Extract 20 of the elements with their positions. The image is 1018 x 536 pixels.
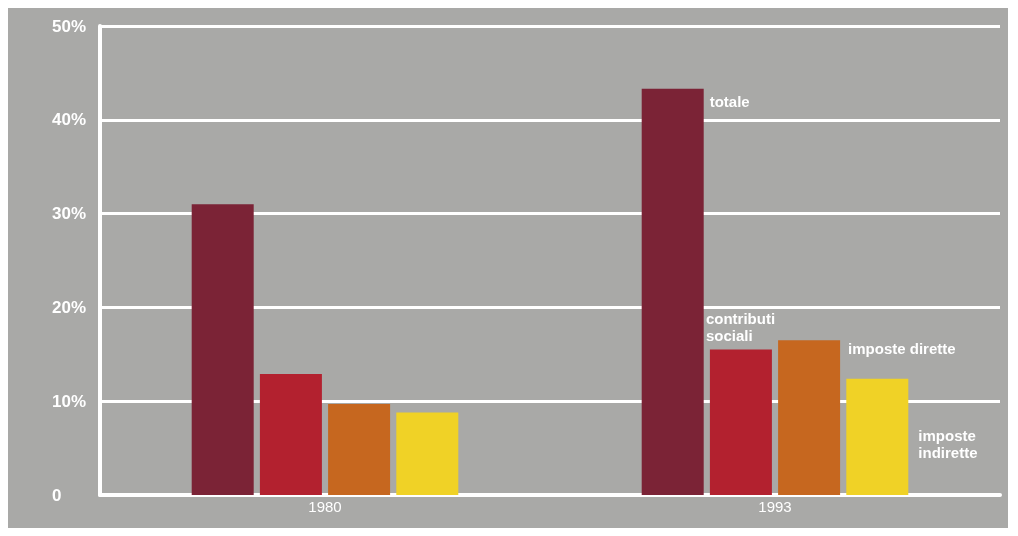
bar	[259, 374, 322, 495]
y-tick-label: 40%	[52, 110, 87, 130]
y-tick-label: 50%	[52, 16, 87, 36]
bar	[709, 349, 772, 495]
series-label: contributi sociali	[705, 309, 780, 344]
series-label: totale	[709, 92, 750, 110]
y-tick-label: 30%	[52, 204, 87, 224]
bar	[191, 204, 254, 495]
y-tick-label: 20%	[52, 297, 87, 317]
bar	[396, 412, 459, 495]
bar	[778, 340, 841, 495]
series-label: imposte dirette	[848, 340, 956, 358]
x-tick-label: 1980	[308, 498, 342, 515]
bar	[328, 404, 391, 495]
y-tick-label: 10%	[52, 391, 87, 411]
bar	[846, 378, 909, 495]
x-tick-label: 1993	[758, 498, 792, 515]
bar	[641, 88, 704, 495]
y-tick-label: 0	[52, 485, 62, 505]
series-label: imposte indirette	[918, 426, 980, 461]
